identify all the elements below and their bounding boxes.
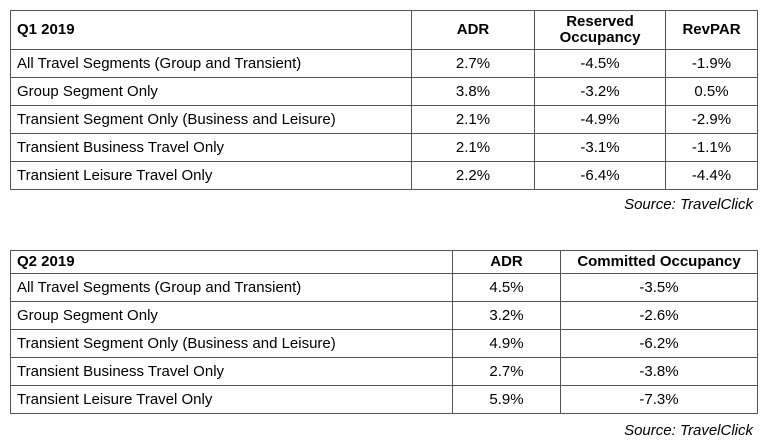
table-row: All Travel Segments (Group and Transient… [10, 273, 758, 302]
value-cell: 3.8% [411, 77, 535, 106]
value-cell: -7.3% [560, 385, 758, 414]
value-cell: 2.2% [411, 161, 535, 190]
value-cell: -6.2% [560, 329, 758, 358]
header-cell: ADR [411, 10, 535, 50]
source-note: Source: TravelClick [624, 196, 753, 213]
value-cell: 4.5% [452, 273, 561, 302]
value-cell: -2.9% [665, 105, 758, 134]
row-label: Group Segment Only [10, 301, 453, 330]
header-cell: Committed Occupancy [560, 250, 758, 274]
value-cell: 5.9% [452, 385, 561, 414]
table-row: Transient Business Travel Only 2.1% -3.1% -… [10, 133, 758, 162]
row-label: All Travel Segments (Group and Transient… [10, 49, 412, 78]
value-cell: 2.7% [452, 357, 561, 386]
value-cell: -3.1% [534, 133, 666, 162]
header-cell: Q1 2019 [10, 10, 412, 50]
row-label: Transient Business Travel Only [10, 133, 412, 162]
header-row: Q2 2019 ADR Committed Occupancy [10, 250, 758, 274]
table-row: Transient Leisure Travel Only 5.9% -7.3% [10, 385, 758, 414]
table-row: Group Segment Only 3.8% -3.2% 0.5% [10, 77, 758, 106]
row-label: Transient Leisure Travel Only [10, 161, 412, 190]
table-row: Group Segment Only 3.2% -2.6% [10, 301, 758, 330]
q2-table: Q2 2019 ADR Committed Occupancy All Travel … [10, 250, 758, 414]
row-label: Transient Segment Only (Business and Lei… [10, 329, 453, 358]
header-cell: RevPAR [665, 10, 758, 50]
value-cell: -1.9% [665, 49, 758, 78]
row-label: Transient Segment Only (Business and Lei… [10, 105, 412, 134]
table-row: Transient Segment Only (Business and Lei… [10, 105, 758, 134]
value-cell: -4.4% [665, 161, 758, 190]
table-row: Transient Segment Only (Business and Lei… [10, 329, 758, 358]
header-cell: Reserved Occupancy [534, 10, 666, 50]
table-row: All Travel Segments (Group and Transient… [10, 49, 758, 78]
value-cell: 0.5% [665, 77, 758, 106]
value-cell: 2.7% [411, 49, 535, 78]
header-row: Q1 2019 ADR Reserved Occupancy RevPAR [10, 10, 758, 50]
value-cell: 4.9% [452, 329, 561, 358]
value-cell: 2.1% [411, 105, 535, 134]
q1-table: Q1 2019 ADR Reserved Occupancy RevPAR All Tr… [10, 10, 758, 190]
value-cell: -3.8% [560, 357, 758, 386]
value-cell: -4.5% [534, 49, 666, 78]
row-label: Transient Leisure Travel Only [10, 385, 453, 414]
value-cell: -3.2% [534, 77, 666, 106]
row-label: All Travel Segments (Group and Transient… [10, 273, 453, 302]
value-cell: -1.1% [665, 133, 758, 162]
row-label: Transient Business Travel Only [10, 357, 453, 386]
value-cell: 3.2% [452, 301, 561, 330]
value-cell: 2.1% [411, 133, 535, 162]
value-cell: -2.6% [560, 301, 758, 330]
header-cell: ADR [452, 250, 561, 274]
source-note: Source: TravelClick [624, 422, 753, 439]
table-row: Transient Leisure Travel Only 2.2% -6.4% -4… [10, 161, 758, 190]
row-label: Group Segment Only [10, 77, 412, 106]
value-cell: -4.9% [534, 105, 666, 134]
value-cell: -6.4% [534, 161, 666, 190]
header-cell: Q2 2019 [10, 250, 453, 274]
table-row: Transient Business Travel Only 2.7% -3.8% [10, 357, 758, 386]
value-cell: -3.5% [560, 273, 758, 302]
